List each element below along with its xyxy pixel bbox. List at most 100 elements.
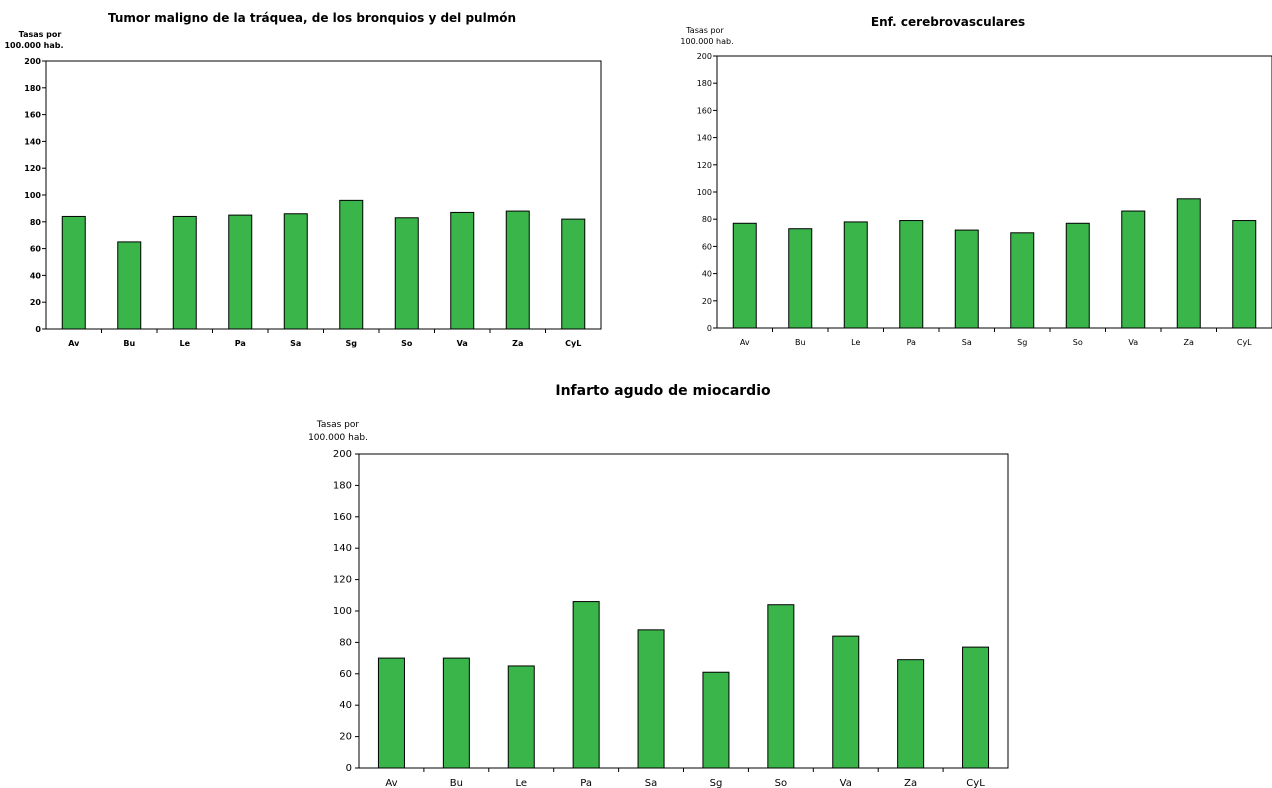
x-tick-label: Le [851, 338, 860, 347]
y-tick-label: 40 [30, 271, 42, 280]
bar-Za [505, 210, 530, 330]
bar-Va [1121, 210, 1146, 329]
x-tick-label: Le [515, 778, 527, 788]
x-tick-label: Sa [290, 339, 301, 348]
x-tick-label: Bu [123, 339, 135, 348]
y-tick-label: 60 [339, 669, 352, 680]
y-tick-label: 180 [24, 84, 41, 93]
bar-CyL [1232, 220, 1257, 329]
bar-Sg [339, 199, 364, 330]
y-tick-label: 0 [35, 325, 41, 334]
bar-Sa [637, 629, 665, 769]
chart-1-ylabel-line2: 100.000 hab. [4, 41, 63, 50]
x-tick-label: So [775, 778, 787, 788]
x-tick-label: So [1073, 338, 1083, 347]
chart-1-plot: 0 20 40 60 80 100 120 140 160 180 200 Av Bu Le Pa Sa Sg S… [24, 57, 602, 348]
bar-Za [1176, 198, 1201, 329]
x-tick-label: Sg [710, 778, 723, 788]
x-tick-label: Le [179, 339, 190, 348]
y-tick-label: 20 [30, 298, 42, 307]
x-tick-label: Za [904, 778, 917, 788]
bar-Le [172, 215, 197, 330]
chart-2-ylabel-line1: Tasas por [685, 26, 724, 35]
bar-Pa [899, 220, 924, 329]
bar-Za [897, 659, 925, 769]
chart-3-ylabel-line2: 100.000 hab. [308, 433, 368, 443]
y-tick-label: 80 [339, 637, 352, 648]
x-tick-label: Pa [907, 338, 916, 347]
chart-3: Infarto agudo de miocardio Tasas por 100… [308, 383, 1009, 788]
x-tick-label: Av [68, 339, 80, 348]
y-tick-label: 120 [24, 164, 41, 173]
y-tick-label: 120 [697, 161, 712, 170]
bar-CyL [962, 646, 990, 769]
bar-Sa [283, 213, 308, 330]
x-tick-label: Pa [580, 778, 592, 788]
y-tick-label: 0 [707, 324, 712, 333]
x-tick-label: Va [1128, 338, 1138, 347]
y-tick-label: 20 [702, 297, 712, 306]
x-tick-label: So [401, 339, 413, 348]
y-tick-label: 160 [24, 111, 41, 120]
y-tick-label: 100 [333, 606, 352, 617]
bar-Sg [1010, 232, 1035, 329]
x-tick-label: Pa [235, 339, 246, 348]
y-tick-label: 0 [346, 763, 352, 774]
chart-3-ylabel-line1: Tasas por [316, 420, 359, 430]
bar-Pa [228, 214, 253, 330]
x-tick-label: Sg [346, 339, 358, 348]
x-tick-label: Va [840, 778, 852, 788]
y-tick-label: 40 [339, 700, 352, 711]
bar-Bu [117, 241, 142, 330]
y-tick-label: 80 [702, 215, 712, 224]
y-tick-label: 80 [30, 218, 42, 227]
x-tick-label: CyL [1237, 338, 1252, 347]
x-tick-label: Za [1184, 338, 1194, 347]
x-tick-label: CyL [565, 339, 581, 348]
chart-2-title: Enf. cerebrovasculares [871, 15, 1025, 29]
y-tick-label: 180 [697, 79, 712, 88]
chart-2: Enf. cerebrovasculares Tasas por 100.000… [680, 15, 1272, 347]
y-tick-label: 120 [333, 575, 352, 586]
bar-Bu [442, 657, 470, 769]
bar-Le [507, 665, 535, 769]
y-tick-label: 160 [333, 512, 352, 523]
y-tick-label: 140 [333, 543, 352, 554]
y-tick-label: 140 [697, 134, 712, 143]
bar-Av [61, 215, 86, 330]
y-tick-label: 200 [333, 449, 352, 460]
chart-3-title: Infarto agudo de miocardio [555, 383, 771, 399]
chart-1: Tumor maligno de la tráquea, de los bron… [4, 11, 602, 348]
y-tick-label: 60 [702, 242, 712, 251]
bar-So [394, 217, 419, 330]
y-tick-label: 180 [333, 480, 352, 491]
bar-CyL [561, 218, 586, 330]
x-tick-label: CyL [966, 778, 985, 788]
bar-Va [832, 635, 860, 769]
y-tick-label: 140 [24, 137, 41, 146]
y-tick-label: 200 [697, 52, 712, 61]
bar-Av [377, 657, 405, 769]
y-tick-label: 40 [702, 270, 712, 279]
chart-2-ylabel-line2: 100.000 hab. [680, 37, 733, 46]
x-tick-label: Va [457, 339, 468, 348]
chart-2-plot: 0 20 40 60 80 100 120 140 160 180 200 Av Bu Le Pa Sa Sg S… [697, 52, 1272, 347]
y-tick-label: 20 [339, 732, 352, 743]
y-tick-label: 200 [24, 57, 41, 66]
bar-So [1065, 222, 1090, 329]
bar-Pa [572, 601, 600, 769]
bar-Le [843, 221, 868, 329]
y-tick-label: 100 [24, 191, 41, 200]
x-tick-label: Za [512, 339, 523, 348]
bar-Bu [788, 228, 813, 329]
bar-Av [732, 222, 757, 329]
x-tick-label: Sa [962, 338, 972, 347]
chart-1-ylabel-line1: Tasas por [19, 30, 62, 39]
x-tick-label: Bu [450, 778, 463, 788]
y-tick-label: 100 [697, 188, 712, 197]
bar-So [767, 604, 795, 769]
x-tick-label: Sg [1017, 338, 1027, 347]
bar-Sg [702, 671, 730, 769]
bar-Va [450, 211, 475, 330]
